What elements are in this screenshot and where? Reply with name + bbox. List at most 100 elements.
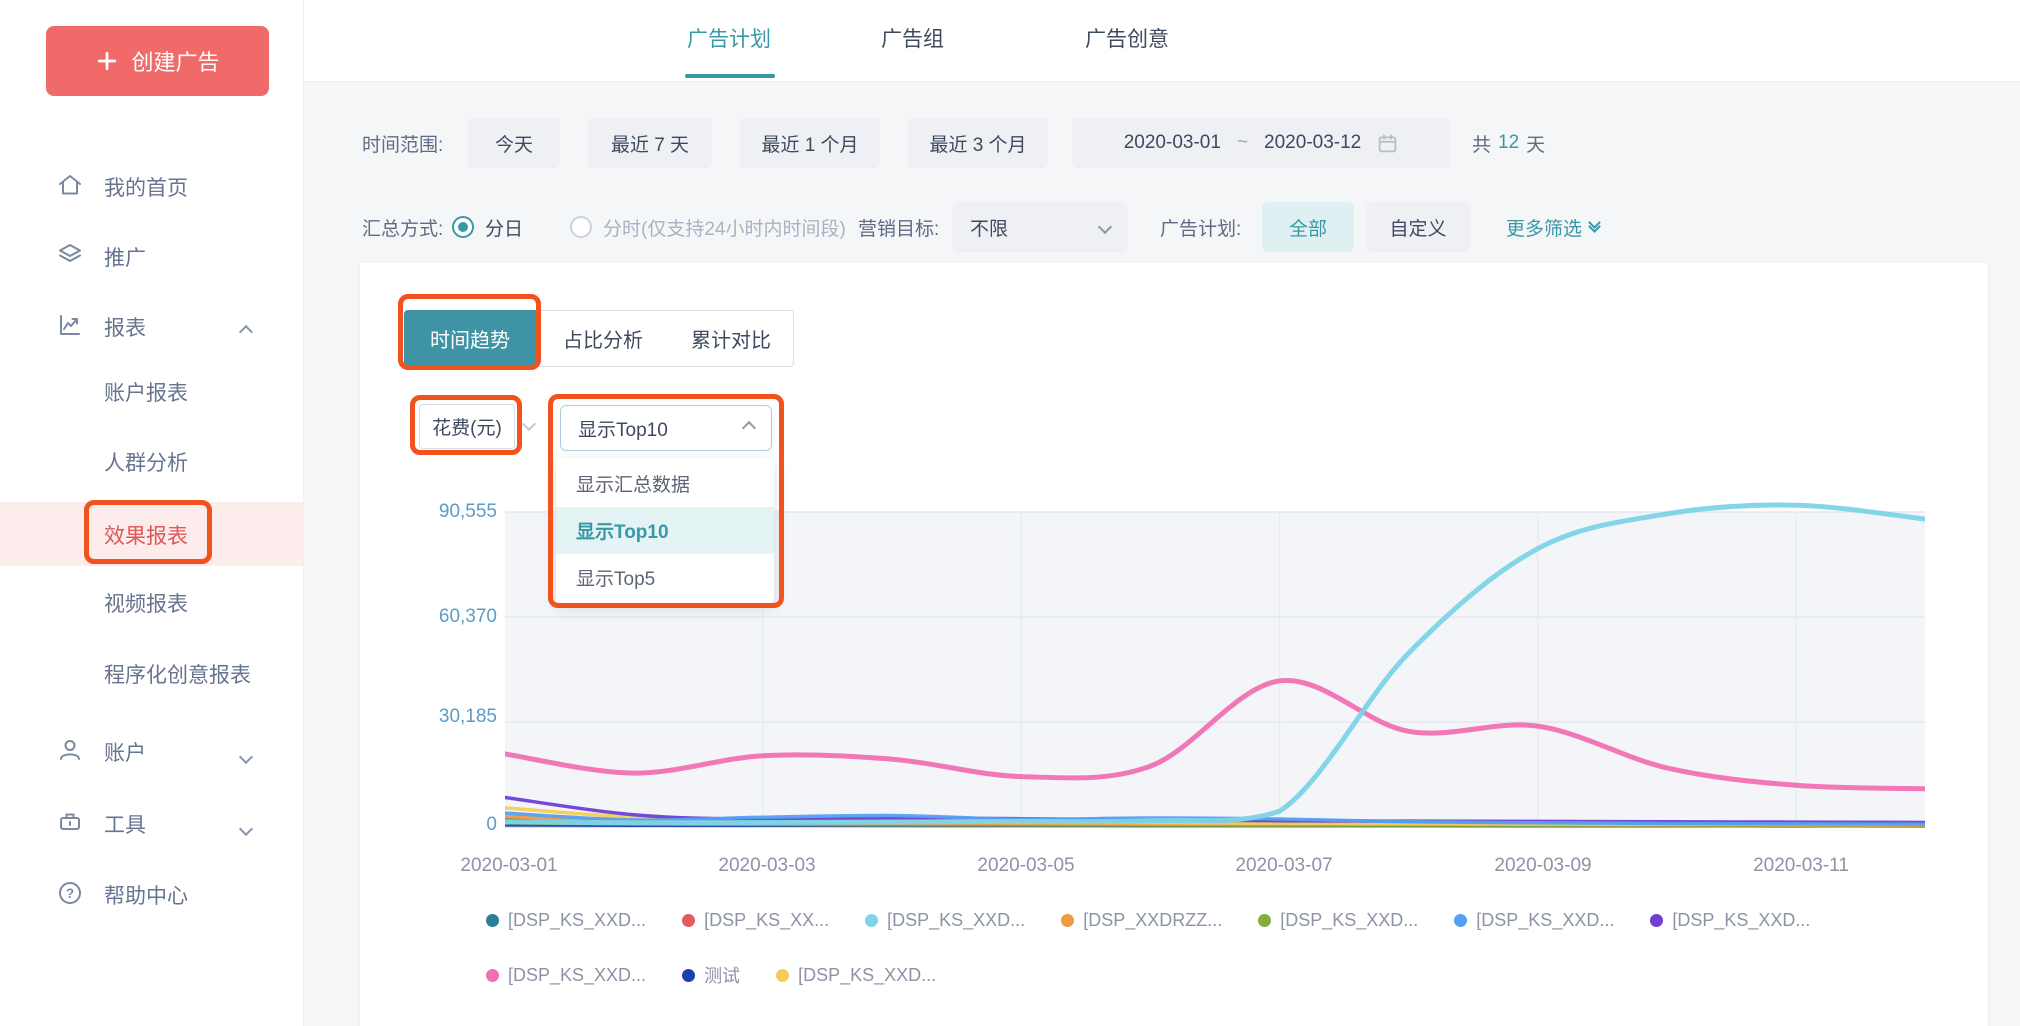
chevron-down-icon — [238, 821, 254, 837]
radio-hourly-label: 分时(仅支持24小时内时间段) — [603, 218, 846, 240]
y-axis-tick: 90,555 — [438, 501, 497, 522]
legend-item[interactable]: 测试 — [682, 962, 740, 988]
more-filters-label: 更多筛选 — [1506, 218, 1583, 240]
legend-dot — [865, 914, 879, 927]
total-days-suffix: 天 — [1526, 134, 1546, 156]
tab-campaign[interactable]: 广告计划 — [687, 28, 771, 51]
x-axis-tick: 2020-03-11 — [1753, 855, 1849, 876]
radio-hourly[interactable]: 分时(仅支持24小时内时间段) — [570, 202, 846, 252]
sidebar-item-label: 我的首页 — [104, 177, 188, 200]
option-show-summary[interactable]: 显示汇总数据 — [576, 475, 691, 496]
legend-label: [DSP_KS_XXD... — [798, 964, 937, 985]
campaign-all-button[interactable]: 全部 — [1262, 202, 1354, 252]
svg-text:?: ? — [66, 886, 74, 901]
tab-adgroup[interactable]: 广告组 — [881, 28, 944, 51]
sub-item-label: 账户报表 — [104, 382, 188, 405]
sidebar-item-account[interactable]: 账户 — [0, 724, 303, 776]
marketing-goal-select[interactable]: 不限 — [952, 202, 1128, 252]
date-separator: ~ — [1236, 132, 1249, 153]
sidebar-item-home[interactable]: 我的首页 — [0, 159, 303, 211]
legend-item[interactable]: [DSP_KS_XXD... — [1650, 910, 1810, 931]
campaign-custom-button[interactable]: 自定义 — [1366, 202, 1470, 252]
legend-label: [DSP_XXDRZZ... — [1083, 910, 1223, 930]
radio-unselected-icon[interactable] — [570, 216, 592, 238]
legend-item[interactable]: [DSP_KS_XXD... — [1454, 910, 1614, 931]
legend-label: [DSP_KS_XXD... — [508, 910, 647, 930]
legend-dot — [682, 914, 696, 927]
date-range-picker[interactable]: 2020-03-01 ~ 2020-03-12 — [1072, 118, 1450, 168]
legend-dot — [1061, 914, 1075, 927]
legend-dot — [1258, 914, 1272, 927]
topn-select[interactable]: 显示Top10 — [560, 405, 772, 451]
legend-label: [DSP_KS_XXD... — [1280, 910, 1419, 930]
legend-item[interactable]: [DSP_KS_XXD... — [1258, 910, 1418, 931]
sidebar-item-label: 帮助中心 — [104, 885, 188, 908]
summary-mode-label: 汇总方式: — [362, 218, 444, 240]
range-7days-button[interactable]: 最近 7 天 — [588, 118, 712, 168]
radio-selected-icon[interactable] — [452, 216, 474, 238]
more-filters-link[interactable]: 更多筛选 — [1506, 202, 1601, 252]
option-show-top10[interactable]: 显示Top10 — [556, 507, 774, 554]
chart-legend-row-2: [DSP_KS_XXD... 测试 [DSP_KS_XXD... — [486, 962, 936, 988]
legend-dot — [1650, 914, 1664, 927]
help-icon: ? — [59, 882, 81, 904]
option-show-top5[interactable]: 显示Top5 — [576, 569, 656, 590]
layers-icon — [59, 244, 81, 262]
legend-item[interactable]: [DSP_KS_XXD... — [865, 910, 1025, 931]
legend-item[interactable]: [DSP_KS_XX... — [682, 910, 829, 931]
calendar-icon[interactable] — [1377, 133, 1398, 154]
legend-item[interactable]: [DSP_KS_XXD... — [486, 965, 646, 986]
toolbox-icon — [60, 813, 80, 830]
sidebar-item-effect-report[interactable]: 效果报表 — [0, 502, 303, 566]
legend-item[interactable]: [DSP_XXDRZZ... — [1061, 910, 1222, 931]
sidebar-item-help-center[interactable]: ? 帮助中心 — [0, 867, 303, 919]
legend-label: [DSP_KS_XXD... — [1672, 910, 1811, 930]
tab-creative[interactable]: 广告创意 — [1085, 28, 1169, 51]
y-axis-tick: 0 — [486, 814, 497, 835]
chart-legend-row-1: [DSP_KS_XXD... [DSP_KS_XX... [DSP_KS_XXD… — [486, 910, 1810, 931]
radio-daily[interactable]: 分日 — [452, 202, 523, 252]
range-today-button[interactable]: 今天 — [468, 118, 560, 168]
user-icon — [60, 740, 80, 760]
view-tab-cumulative[interactable]: 累计对比 — [669, 310, 794, 367]
plus-icon — [98, 51, 117, 71]
date-start: 2020-03-01 — [1123, 132, 1221, 153]
x-axis-tick: 2020-03-09 — [1494, 855, 1592, 876]
y-axis-tick: 30,185 — [438, 706, 497, 727]
report-chart-icon — [60, 315, 80, 335]
sidebar-item-tools[interactable]: 工具 — [0, 796, 303, 848]
total-days-prefix: 共 — [1472, 134, 1492, 156]
sidebar-item-label: 工具 — [104, 814, 146, 837]
sub-item-label: 视频报表 — [104, 593, 188, 616]
range-1month-button[interactable]: 最近 1 个月 — [740, 118, 880, 168]
topn-select-value: 显示Top10 — [578, 419, 668, 441]
radio-daily-label: 分日 — [485, 218, 524, 240]
metric-selector-button[interactable]: 花费(元) — [419, 404, 515, 449]
legend-item[interactable]: [DSP_KS_XXD... — [486, 910, 646, 931]
sidebar-item-audience-analysis[interactable]: 人群分析 — [104, 447, 188, 491]
line-chart-plot[interactable] — [505, 496, 1925, 835]
sidebar-item-reports[interactable]: 报表 — [0, 299, 303, 351]
view-tab-proportion[interactable]: 占比分析 — [536, 310, 670, 367]
view-tab-time-trend[interactable]: 时间趋势 — [404, 310, 536, 367]
sub-item-label: 人群分析 — [104, 452, 188, 475]
active-tab-underline — [685, 74, 775, 78]
create-ad-button[interactable]: 创建广告 — [46, 26, 269, 96]
sidebar-item-account-report[interactable]: 账户报表 — [104, 377, 188, 421]
chevron-up-icon — [741, 420, 757, 436]
range-3months-button[interactable]: 最近 3 个月 — [908, 118, 1048, 168]
x-axis-tick: 2020-03-05 — [977, 855, 1075, 876]
chevron-down-icon[interactable] — [521, 416, 537, 432]
legend-dot — [1454, 914, 1468, 927]
sidebar: 创建广告 我的首页 推广 报表 账户报表 人群分析 效果报表 视频报表 程序化创… — [0, 0, 304, 1026]
sidebar-item-programmatic-creative-report[interactable]: 程序化创意报表 — [104, 659, 251, 703]
create-ad-label: 创建广告 — [131, 50, 220, 75]
entity-tab-bar: 广告计划 广告组 广告创意 — [304, 0, 2020, 82]
sub-item-label: 程序化创意报表 — [104, 664, 251, 687]
total-days: 共 12 天 — [1472, 118, 1545, 168]
legend-dot — [682, 968, 696, 982]
sidebar-item-video-report[interactable]: 视频报表 — [104, 588, 188, 632]
legend-item[interactable]: [DSP_KS_XXD... — [776, 965, 936, 986]
sidebar-item-promotion[interactable]: 推广 — [0, 229, 303, 281]
